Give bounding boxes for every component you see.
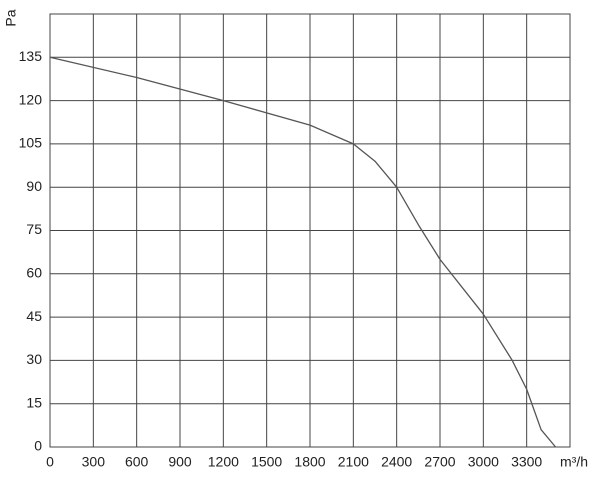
x-tick-label: 1500 bbox=[251, 454, 282, 470]
x-axis-label: m³/h bbox=[560, 454, 588, 470]
y-tick-label: 30 bbox=[26, 351, 42, 367]
y-tick-label: 75 bbox=[26, 221, 42, 237]
curve bbox=[49, 56, 557, 448]
y-tick-label: 120 bbox=[19, 91, 43, 107]
x-tick-label: 0 bbox=[46, 454, 54, 470]
x-tick-label: 600 bbox=[125, 454, 149, 470]
x-tick-label: 300 bbox=[82, 454, 106, 470]
x-tick-label: 3000 bbox=[468, 454, 499, 470]
x-tick-label: 3300 bbox=[511, 454, 542, 470]
x-tick-label: 900 bbox=[168, 454, 192, 470]
x-tick-label: 1800 bbox=[294, 454, 325, 470]
y-tick-label: 60 bbox=[26, 265, 42, 281]
y-tick-label: 135 bbox=[19, 48, 43, 64]
x-tick-label: 2400 bbox=[381, 454, 412, 470]
y-tick-label: 15 bbox=[26, 394, 42, 410]
y-tick-label: 105 bbox=[19, 135, 43, 151]
y-tick-label: 0 bbox=[34, 438, 42, 454]
y-axis-label: Pa bbox=[3, 9, 19, 26]
x-tick-label: 2100 bbox=[338, 454, 369, 470]
y-tick-label: 45 bbox=[26, 308, 42, 324]
x-tick-label: 1200 bbox=[208, 454, 239, 470]
y-tick-label: 90 bbox=[26, 178, 42, 194]
x-tick-label: 2700 bbox=[424, 454, 455, 470]
